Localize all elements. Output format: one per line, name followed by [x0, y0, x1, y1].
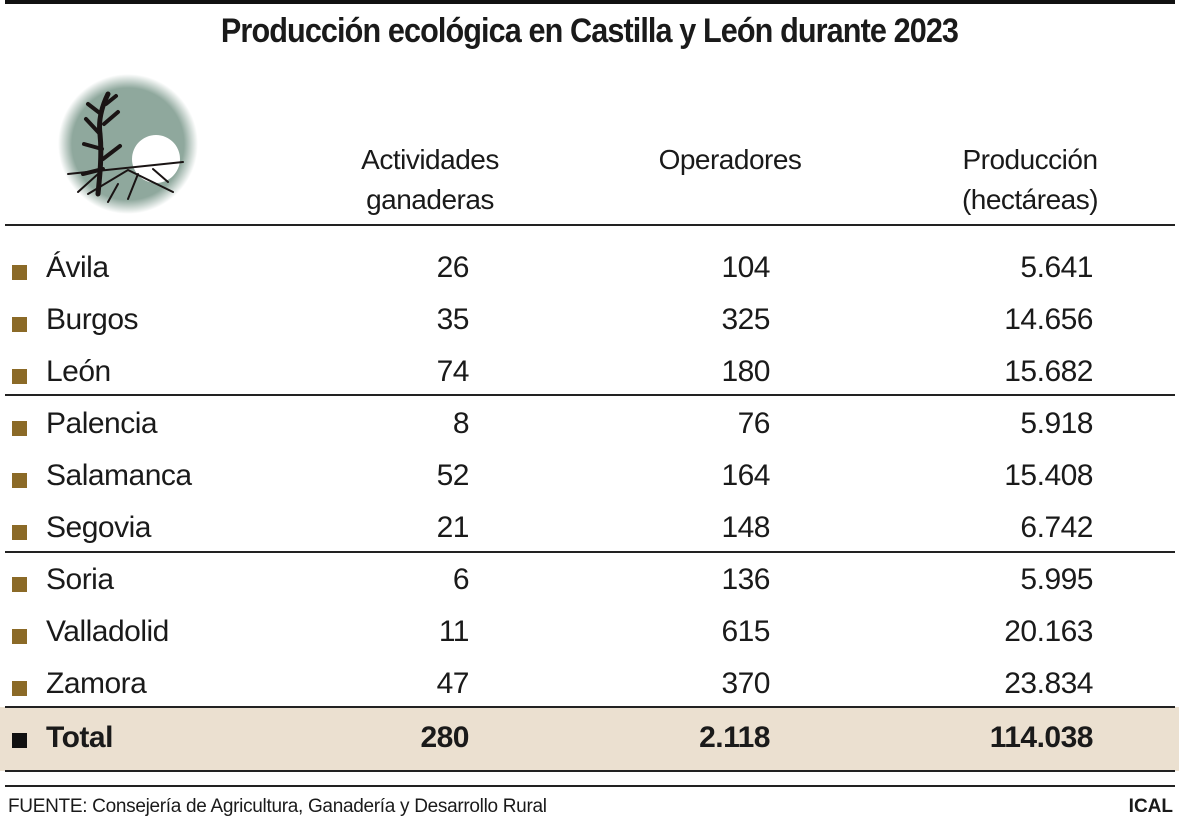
bullet-icon: [12, 265, 27, 280]
row-name: Zamora: [46, 667, 147, 700]
bullet-icon: [12, 577, 27, 592]
column-header-operadores: Operadores: [630, 140, 830, 180]
header-line: ganaderas: [366, 184, 494, 215]
table-row: Palencia 8 76 5.918: [0, 399, 1179, 451]
table-row: Segovia 21 148 6.742: [0, 503, 1179, 555]
cell-actividades: 21: [436, 511, 470, 544]
cell-produccion: 5.918: [1020, 407, 1093, 440]
cell-actividades: 11: [438, 615, 470, 648]
footer-rule: [5, 785, 1175, 787]
row-name: Soria: [46, 563, 114, 596]
brand-label: ICAL: [1128, 796, 1173, 817]
cell-actividades: 26: [436, 251, 470, 284]
row-name: Valladolid: [46, 615, 169, 648]
total-top-rule: [5, 706, 1175, 708]
cell-produccion: 23.834: [1004, 667, 1093, 700]
bullet-icon: [12, 473, 27, 488]
row-name: Ávila: [46, 251, 109, 284]
total-row: Total 280 2.118 114.038: [0, 707, 1179, 771]
cell-produccion: 6.742: [1020, 511, 1093, 544]
cell-produccion: 5.995: [1020, 563, 1093, 596]
table-row: Valladolid 11 615 20.163: [0, 607, 1179, 659]
cell-produccion: 114.038: [989, 721, 1094, 754]
cell-actividades: 52: [436, 459, 470, 492]
row-name: Palencia: [46, 407, 158, 440]
column-header-actividades: Actividades ganaderas: [330, 140, 530, 220]
bullet-icon: [12, 421, 27, 436]
bullet-icon: [12, 317, 27, 332]
table-row: Burgos 35 325 14.656: [0, 295, 1179, 347]
cell-actividades: 280: [420, 721, 469, 754]
cell-actividades: 74: [436, 355, 470, 388]
header-line: Producción: [962, 144, 1098, 175]
cell-produccion: 15.682: [1004, 355, 1093, 388]
cell-operadores: 136: [721, 563, 770, 596]
cell-operadores: 2.118: [699, 721, 770, 754]
column-header-produccion: Producción (hectáreas): [930, 140, 1130, 220]
bullet-icon: [12, 369, 27, 384]
header-line: Actividades: [361, 144, 499, 175]
bullet-icon: [12, 525, 27, 540]
bullet-icon: [12, 681, 27, 696]
header-divider: [5, 224, 1175, 226]
cell-produccion: 20.163: [1004, 615, 1093, 648]
cell-actividades: 47: [436, 667, 470, 700]
cell-operadores: 615: [721, 615, 770, 648]
cell-produccion: 5.641: [1020, 251, 1093, 284]
bullet-icon: [12, 629, 27, 644]
page-title: Producción ecológica en Castilla y León …: [220, 12, 959, 50]
row-name: Segovia: [46, 511, 151, 544]
cell-produccion: 14.656: [1004, 303, 1093, 336]
row-name: Burgos: [46, 303, 139, 336]
cell-operadores: 325: [721, 303, 770, 336]
row-name: León: [46, 355, 111, 388]
table-row: Soria 6 136 5.995: [0, 555, 1179, 607]
row-name: Total: [46, 721, 113, 754]
tree-sun-landscape-icon: [58, 74, 198, 214]
table-row: Salamanca 52 164 15.408: [0, 451, 1179, 503]
cell-operadores: 180: [721, 355, 770, 388]
table-row: Ávila 26 104 5.641: [0, 243, 1179, 295]
cell-operadores: 370: [721, 667, 770, 700]
group-divider: [5, 551, 1175, 553]
cell-operadores: 164: [721, 459, 770, 492]
total-bottom-rule: [5, 770, 1175, 772]
cell-operadores: 76: [737, 407, 771, 440]
source-note: FUENTE: Consejería de Agricultura, Ganad…: [8, 796, 547, 817]
top-bar: [5, 0, 1175, 4]
table-row: León 74 180 15.682: [0, 347, 1179, 399]
row-name: Salamanca: [46, 459, 192, 492]
group-divider: [5, 394, 1175, 396]
header-line: Operadores: [658, 144, 802, 175]
cell-actividades: 6: [452, 563, 470, 596]
table-row: Zamora 47 370 23.834: [0, 659, 1179, 711]
cell-produccion: 15.408: [1004, 459, 1093, 492]
cell-actividades: 35: [436, 303, 470, 336]
header-line: (hectáreas): [961, 184, 1099, 215]
cell-operadores: 104: [721, 251, 770, 284]
bullet-icon: [12, 733, 27, 748]
cell-operadores: 148: [721, 511, 770, 544]
cell-actividades: 8: [452, 407, 470, 440]
